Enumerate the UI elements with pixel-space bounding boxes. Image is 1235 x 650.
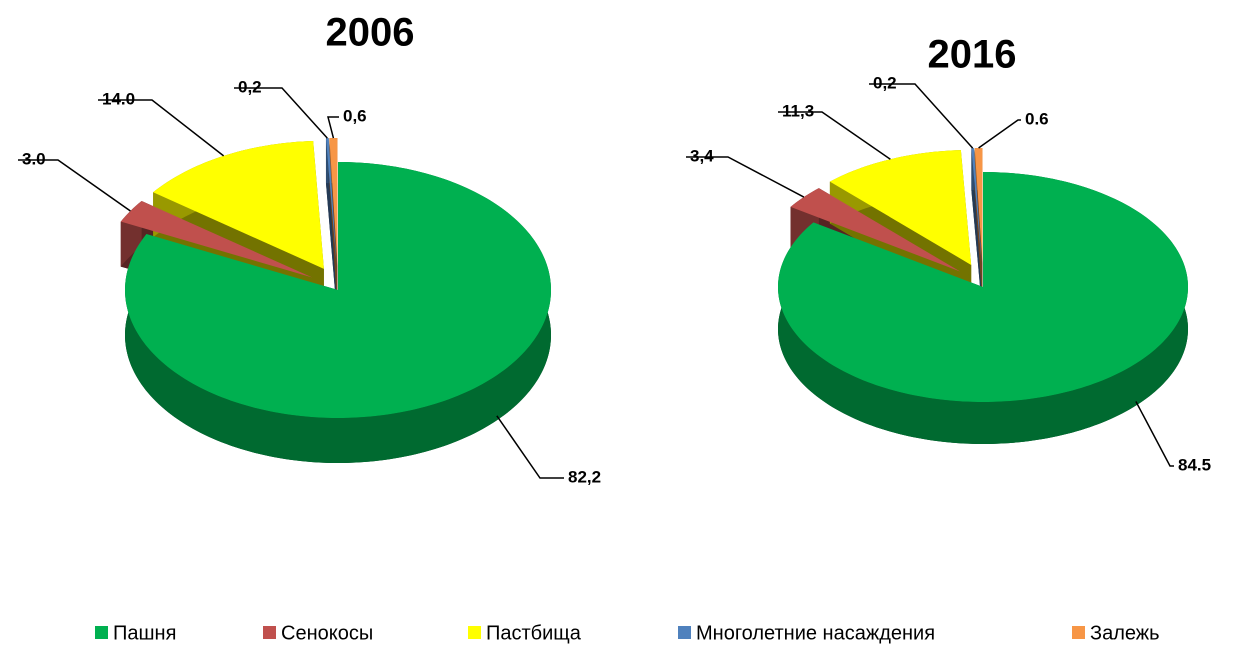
data-label: 14.0 (102, 89, 135, 108)
leader-line (686, 156, 805, 198)
leader-line (978, 119, 1021, 149)
slice (325, 138, 337, 267)
slice (778, 172, 1188, 402)
slice (971, 148, 982, 264)
leader-line (1135, 401, 1174, 467)
legend-label: Многолетние насаждения (696, 622, 935, 644)
slice (790, 188, 961, 272)
legend-swatch (263, 626, 276, 639)
slice (120, 200, 313, 278)
data-label: 82,2 (568, 467, 601, 486)
leader-line (869, 83, 974, 149)
leader-line (496, 415, 564, 479)
chart-title: 2016 (928, 33, 1017, 77)
leader-line (778, 111, 891, 160)
leader-line (18, 159, 131, 212)
legend-label: Пастбища (486, 622, 582, 644)
legend-label: Пашня (113, 622, 176, 644)
data-label: 11,3 (782, 101, 814, 120)
data-label: 0,6 (343, 106, 367, 125)
slice (125, 162, 551, 418)
data-label: 3,4 (690, 146, 714, 165)
slice (329, 138, 338, 267)
chart-title: 2006 (326, 11, 415, 55)
legend-swatch (678, 626, 691, 639)
slice (974, 148, 983, 264)
data-label: 3.0 (22, 149, 46, 168)
legend-swatch (1072, 626, 1085, 639)
legend-label: Сенокосы (281, 622, 373, 644)
legend-swatch (95, 626, 108, 639)
legend-swatch (468, 626, 481, 639)
data-label: 0.6 (1025, 109, 1049, 128)
slice (829, 150, 972, 265)
leader-line (98, 99, 225, 157)
data-label: 0,2 (238, 77, 262, 96)
leader-line (327, 116, 339, 139)
leader-line (234, 87, 328, 139)
legend-label: Залежь (1090, 622, 1160, 644)
slice (153, 140, 324, 269)
data-label: 0,2 (873, 73, 897, 92)
data-label: 84.5 (1178, 455, 1211, 474)
